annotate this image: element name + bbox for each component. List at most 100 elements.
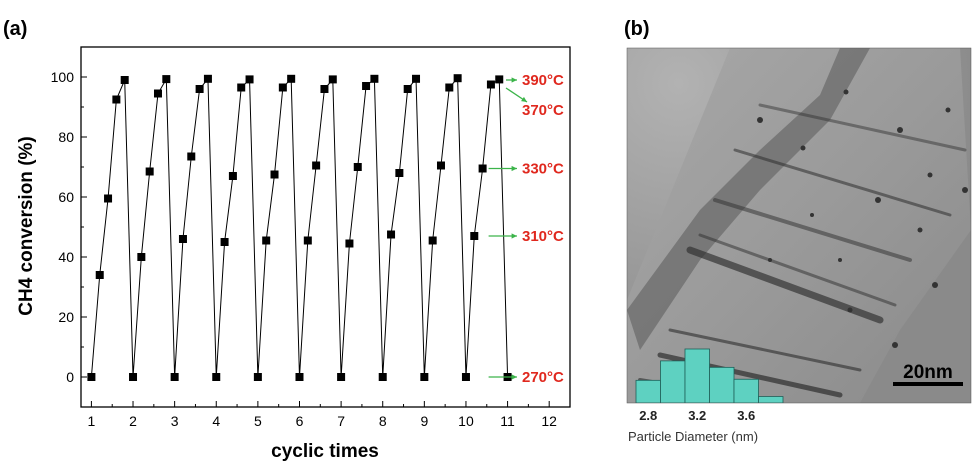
x-tick-label: 5 [254,413,262,429]
histogram-bar [758,396,784,403]
x-tick-label: 8 [379,413,387,429]
data-point [270,170,279,179]
data-point [262,236,271,245]
data-point [137,253,146,261]
data-point [428,236,437,245]
temperature-label: 390°C [522,72,564,89]
histogram-tick-label: 3.6 [737,408,755,423]
data-point [378,373,387,381]
y-tick-label: 0 [66,369,74,385]
data-point [253,373,262,381]
size-histogram [635,348,784,403]
data-point [95,271,104,279]
data-point [395,169,404,177]
data-point [112,95,121,104]
annotation-arrowhead [521,96,527,102]
data-point [470,232,479,240]
data-point [287,74,296,83]
y-axis-ticks: 0 20 40 60 80 100 [51,46,87,385]
histogram-bar [684,348,710,403]
y-tick-label: 20 [58,309,74,325]
scale-bar-label: 20nm [903,362,953,383]
data-point [412,74,421,83]
data-point [345,239,354,248]
series-line [90,76,509,378]
data-point [129,373,138,381]
data-point [212,373,221,381]
data-point [237,83,246,92]
data-point [187,152,196,161]
data-point [295,373,304,381]
x-tick-label: 1 [88,413,96,429]
data-point [370,74,379,83]
histogram-bar [635,379,661,403]
data-point [353,163,362,171]
panel-a-label: (a) [3,18,27,40]
x-tick-label: 4 [212,413,220,429]
data-point [303,236,312,245]
data-point [461,373,470,381]
temperature-label: 270°C [522,369,564,386]
data-point [486,80,495,89]
x-tick-label: 2 [129,413,137,429]
data-point [195,85,204,93]
y-tick-label: 80 [58,129,74,145]
data-point [278,83,287,92]
data-point [170,373,179,381]
data-point [420,373,429,381]
data-point [478,164,487,173]
x-tick-label: 12 [541,413,557,429]
annotation-arrowhead [511,77,517,83]
temperature-label: 310°C [522,228,564,245]
data-point [387,230,396,239]
data-point [220,238,229,246]
data-point [337,373,346,381]
data-point [245,75,254,84]
data-point [328,75,337,84]
histogram-bar [709,366,735,403]
data-point [178,235,187,243]
x-tick-label: 7 [337,413,345,429]
data-point [203,74,212,83]
y-tick-label: 100 [51,69,75,85]
temperature-label: 330°C [522,161,564,178]
data-point [320,85,329,93]
panel-b-label: (b) [624,18,650,40]
data-point [453,74,462,83]
data-point [495,75,504,84]
temperature-label: 370°C [522,102,564,119]
histogram-tick-label: 2.8 [639,408,657,423]
histogram-bar [660,360,686,403]
series-group [87,74,512,381]
tem-micrograph: 20nm [627,48,971,403]
annotation-arrowhead [511,374,517,380]
histogram-tick-labels: 2.8 3.2 3.6 [639,408,755,423]
histogram-tick-label: 3.2 [688,408,706,423]
annotation-arrowhead [511,233,517,239]
x-tick-label: 3 [171,413,179,429]
x-tick-label: 9 [420,413,428,429]
data-point [436,161,445,170]
x-axis-ticks: 1 2 3 4 5 6 7 8 9 10 11 12 [88,401,557,429]
data-point [145,167,154,176]
y-tick-label: 40 [58,249,74,265]
y-tick-label: 60 [58,189,74,205]
data-point [362,82,371,90]
data-point [445,83,454,92]
x-tick-label: 6 [296,413,304,429]
x-tick-label: 11 [500,413,515,429]
x-axis-title: cyclic times [271,441,379,462]
data-point [403,85,412,93]
x-tick-label: 10 [458,413,474,429]
data-point [312,161,321,170]
y-axis-title: CH4 conversion (%) [16,136,37,315]
data-point [153,89,162,98]
annotation-arrowhead [511,165,517,172]
histogram-bar [733,378,759,403]
temperature-annotations: 390°C 370°C 330°C 310°C 270°C [488,72,564,386]
data-point [162,75,171,84]
data-point [120,76,129,84]
data-point [104,194,113,203]
